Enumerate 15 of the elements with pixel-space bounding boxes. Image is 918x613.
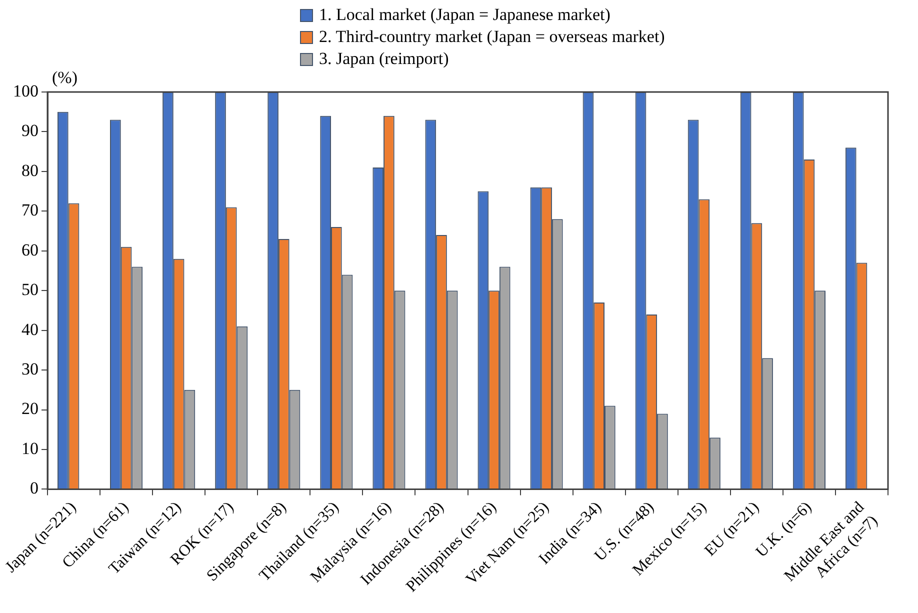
legend-label: 3. Japan (reimport): [319, 48, 449, 70]
y-tick-label: 40: [22, 320, 38, 339]
y-tick-label: 90: [22, 121, 38, 140]
y-tick-label: 30: [22, 360, 38, 379]
y-tick-label: 10: [22, 438, 38, 458]
y-tick-label: 50: [22, 280, 38, 300]
y-tick-label: 100: [13, 81, 38, 100]
y-tick-label: 80: [22, 160, 38, 180]
y-tick-label: 0: [30, 478, 38, 498]
legend-label: 2. Third-country market (Japan = overseas market): [319, 26, 665, 48]
y-tick-label: 60: [22, 240, 38, 260]
y-tick-label: 70: [22, 200, 38, 220]
y-tick-label: 20: [22, 399, 38, 418]
y-axis-title: (%): [52, 68, 78, 88]
legend-label: 1. Local market (Japan = Japanese market): [319, 4, 610, 26]
